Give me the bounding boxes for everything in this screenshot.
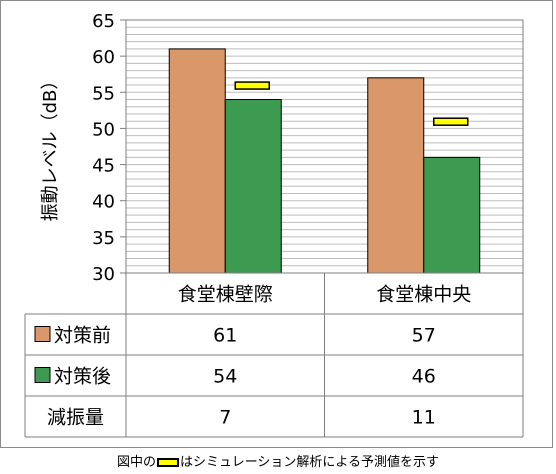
footnote: 図中の はシミュレーション解析による予測値を示す — [0, 451, 556, 470]
category-label: 食堂棟壁際 — [178, 284, 273, 306]
y-axis-label: 振動レベル（dB） — [40, 72, 61, 222]
footnote-before: 図中の — [116, 455, 156, 470]
predicted-marker — [234, 81, 270, 90]
y-tick-label: 50 — [92, 119, 115, 140]
bar — [224, 99, 282, 274]
legend-swatch — [34, 367, 51, 383]
bar — [168, 48, 226, 274]
bar — [423, 156, 481, 274]
y-tick-label: 60 — [92, 47, 115, 68]
table-cell-value: 57 — [412, 325, 436, 347]
y-tick-label: 55 — [92, 83, 115, 104]
y-tick-label: 40 — [92, 192, 115, 213]
predicted-marker — [433, 117, 469, 126]
table-cell-value: 11 — [412, 407, 436, 429]
footnote-after: はシミュレーション解析による予測値を示す — [179, 455, 440, 470]
legend-label: 対策後 — [54, 366, 111, 388]
bar — [367, 77, 425, 274]
reduction-row-label: 減振量 — [47, 407, 104, 429]
table-cell-value: 46 — [412, 366, 436, 388]
legend-label: 対策前 — [54, 325, 111, 347]
category-label: 食堂棟中央 — [376, 284, 471, 306]
chart-frame: 30 35 40 45 50 55 60 65 振動レベル（dB） 食堂棟壁際 食堂棟中央対策前 61… — [0, 0, 553, 448]
y-tick-label: 45 — [92, 156, 115, 177]
y-tick-label: 30 — [92, 264, 115, 285]
table-cell-value: 7 — [219, 407, 231, 429]
y-tick-label: 65 — [92, 11, 115, 32]
table-cell-value: 61 — [213, 325, 237, 347]
legend-swatch — [34, 326, 51, 342]
predicted-marker-legend-icon — [156, 458, 179, 467]
y-tick-label: 35 — [92, 228, 115, 249]
table-cell-value: 54 — [213, 366, 237, 388]
